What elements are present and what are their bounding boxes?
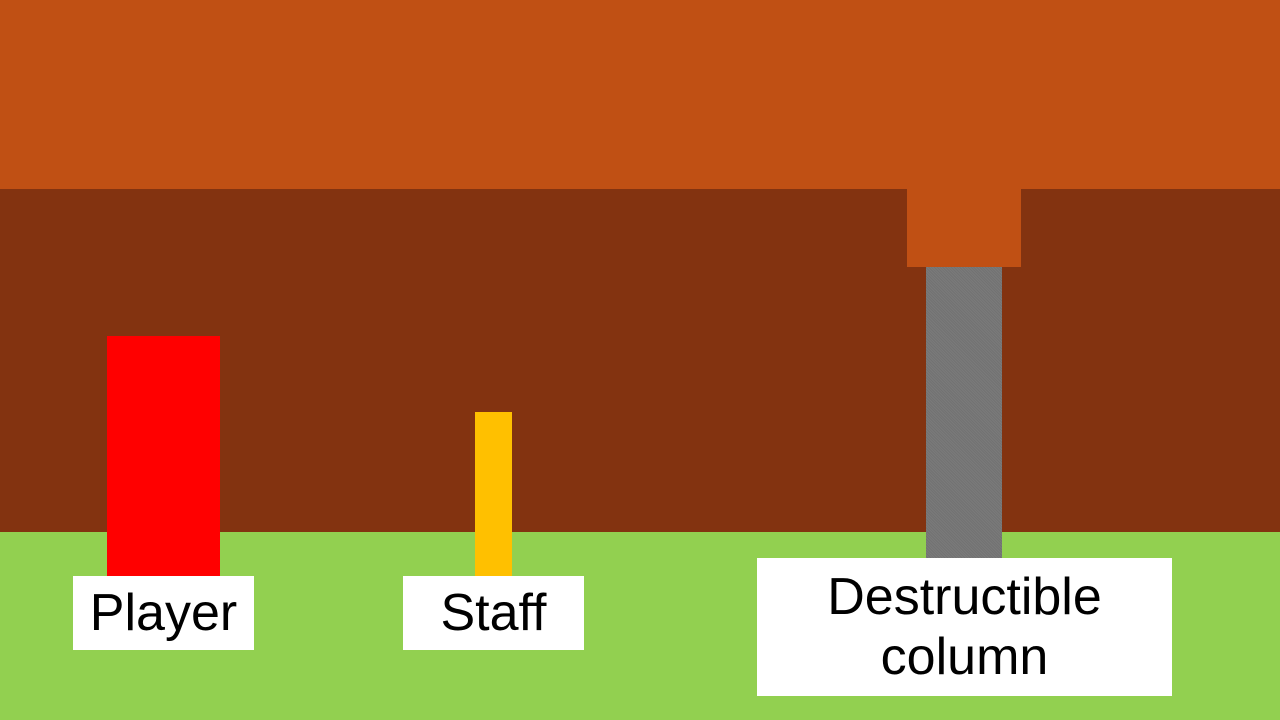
ceiling-support-block [907,189,1021,267]
staff-label-text: Staff [440,584,547,642]
staff-label: Staff [403,576,584,650]
column-label-line-1: Destructible [827,568,1102,626]
player-label: Player [73,576,254,650]
destructible-column[interactable] [926,267,1002,558]
player-character[interactable] [107,336,220,576]
staff-item[interactable] [475,412,512,576]
destructible-column-label: Destructible column [757,558,1172,696]
ceiling [0,0,1280,189]
column-label-line-2: column [880,628,1049,686]
player-label-text: Player [89,584,238,642]
